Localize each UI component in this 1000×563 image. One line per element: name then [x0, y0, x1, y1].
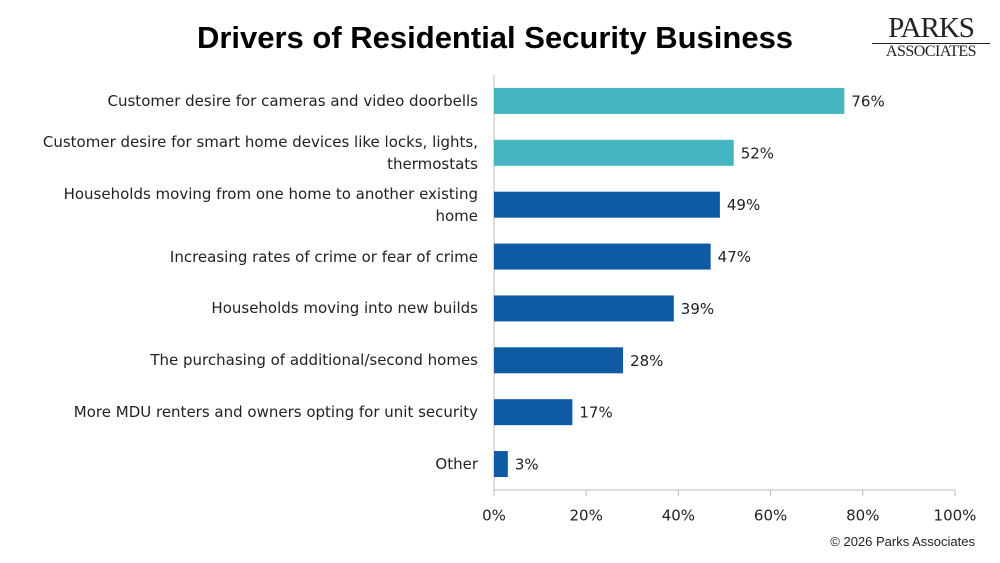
category-label: Other	[435, 455, 478, 474]
bar	[494, 139, 734, 166]
x-tick-label: 60%	[754, 507, 787, 525]
category-label: Customer desire for cameras and video do…	[107, 91, 478, 110]
logo-text: ASSOCIATES	[872, 43, 990, 60]
x-tick-label: 0%	[482, 507, 506, 525]
value-label: 3%	[515, 456, 539, 474]
bar	[494, 451, 508, 478]
x-tick-label: 80%	[846, 507, 879, 525]
value-label: 17%	[579, 404, 612, 422]
bar	[494, 347, 624, 374]
value-label: 52%	[741, 144, 774, 162]
category-label: Households moving from one home to anoth…	[63, 184, 478, 225]
value-label: 39%	[681, 300, 714, 318]
x-tick-label: 20%	[570, 507, 603, 525]
x-tick-label: 100%	[934, 507, 977, 525]
category-label: Customer desire for smart home devices l…	[42, 132, 478, 173]
x-tick-label: 40%	[662, 507, 695, 525]
value-label: 49%	[727, 196, 760, 214]
logo: PARKS ASSOCIATES	[872, 14, 990, 60]
bar	[494, 399, 573, 426]
category-label: More MDU renters and owners opting for u…	[73, 403, 478, 422]
category-label: Households moving into new builds	[211, 299, 478, 318]
value-label: 28%	[630, 352, 663, 370]
chart-title: Drivers of Residential Security Business	[196, 20, 794, 55]
value-label: 76%	[851, 92, 884, 110]
bar	[494, 243, 711, 270]
bar	[494, 87, 845, 114]
bar	[494, 295, 674, 322]
category-label: The purchasing of additional/second home…	[150, 351, 478, 370]
source: © 2026 Parks Associates	[830, 534, 975, 549]
bar	[494, 191, 720, 218]
category-label: Increasing rates of crime or fear of cri…	[169, 247, 478, 266]
value-label: 47%	[718, 248, 751, 266]
logo-text: PARKS	[888, 12, 975, 44]
